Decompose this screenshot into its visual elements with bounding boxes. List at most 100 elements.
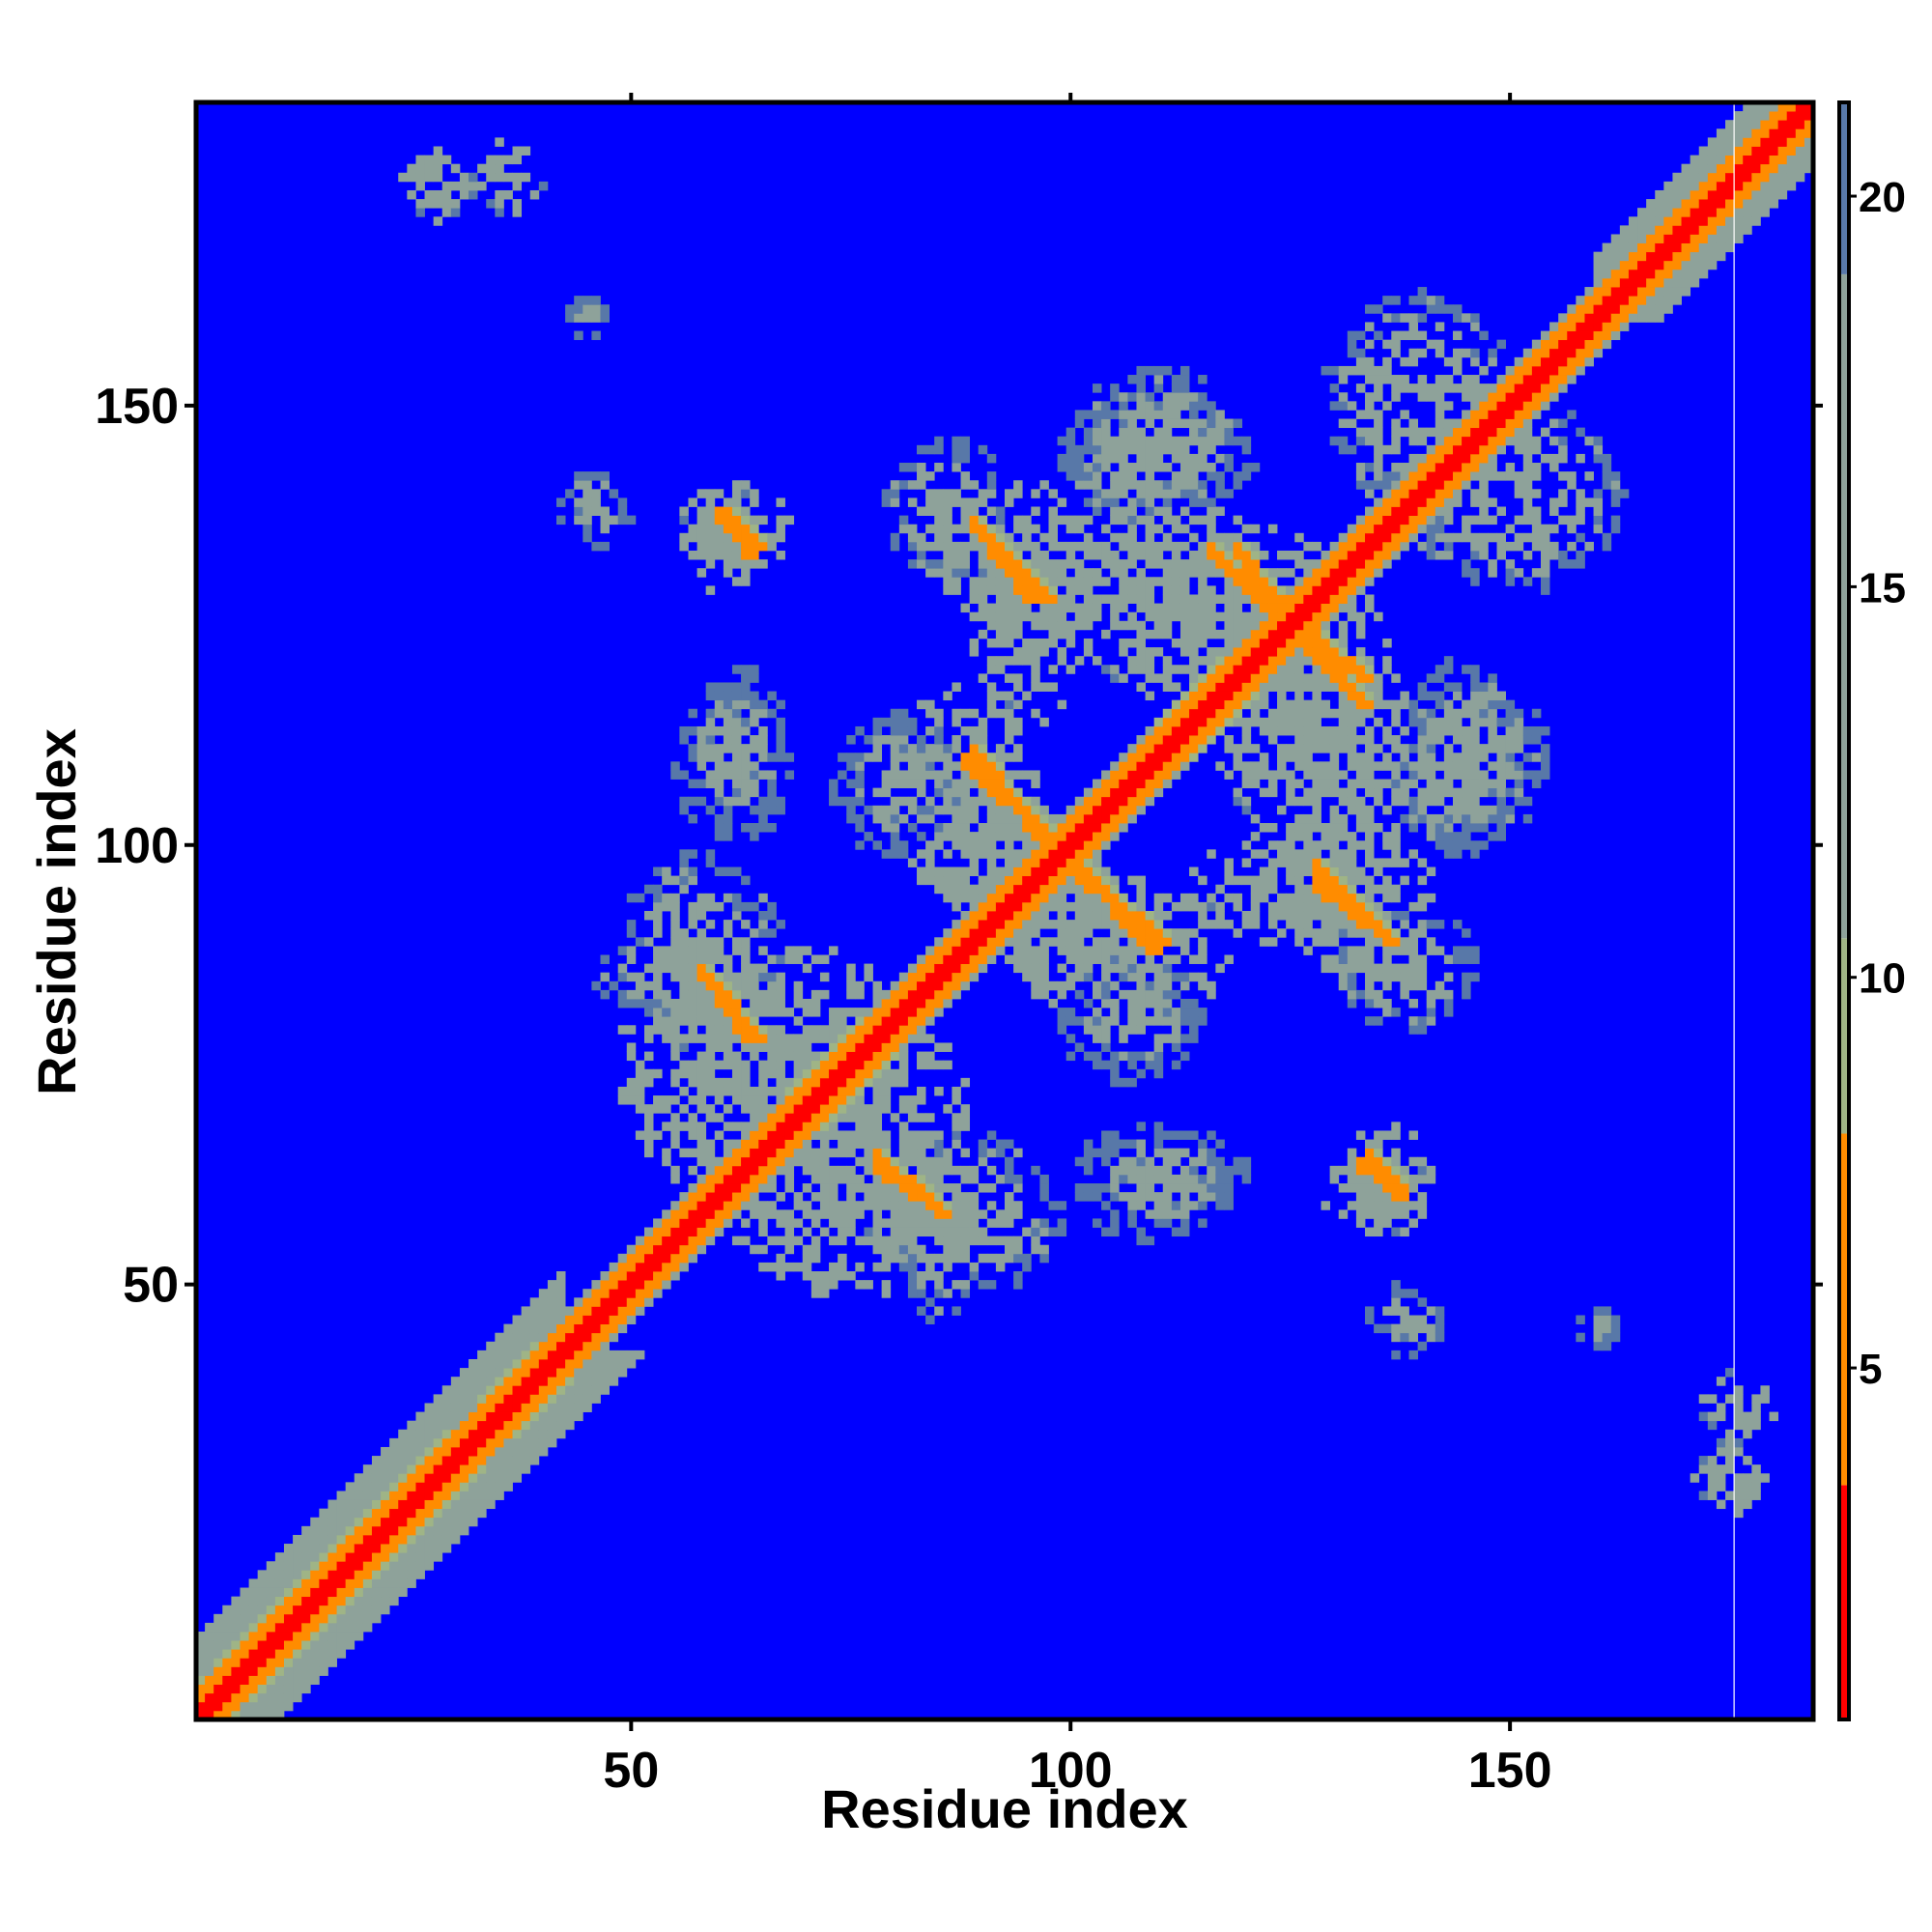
heatmap-cell	[1329, 673, 1340, 683]
heatmap-cell	[872, 735, 883, 745]
heatmap-cell	[723, 1122, 733, 1131]
heatmap-cell	[1101, 1201, 1111, 1210]
heatmap-cell	[301, 1666, 311, 1676]
heatmap-cell	[793, 1104, 804, 1114]
heatmap-cell	[750, 550, 759, 560]
heatmap-cell	[617, 1358, 628, 1369]
heatmap-cell	[1153, 463, 1164, 472]
heatmap-cell	[635, 1236, 645, 1246]
heatmap-cell	[750, 497, 759, 507]
heatmap-cell	[943, 770, 952, 780]
heatmap-cell	[872, 1201, 883, 1210]
heatmap-cell	[1215, 665, 1225, 674]
heatmap-cell	[1065, 444, 1076, 455]
heatmap-cell	[995, 893, 1006, 903]
heatmap-cell	[1005, 691, 1014, 701]
heatmap-cell	[1347, 911, 1357, 921]
heatmap-cell	[486, 1456, 496, 1465]
heatmap-cell	[978, 1236, 988, 1246]
heatmap-cell	[810, 1051, 821, 1062]
heatmap-cell	[362, 1517, 373, 1527]
heatmap-cell	[415, 1482, 425, 1492]
heatmap-cell	[310, 1587, 320, 1598]
heatmap-cell	[864, 1201, 873, 1210]
heatmap-cell	[917, 541, 926, 552]
heatmap-cell	[1215, 647, 1225, 657]
heatmap-cell	[705, 515, 716, 526]
heatmap-cell	[881, 1236, 892, 1246]
heatmap-cell	[240, 1605, 249, 1615]
heatmap-cell	[617, 1289, 628, 1298]
heatmap-cell	[1119, 823, 1128, 833]
heatmap-cell	[1057, 963, 1067, 974]
heatmap-cell	[1171, 717, 1181, 727]
heatmap-cell	[1198, 673, 1208, 683]
heatmap-cell	[1391, 1297, 1401, 1307]
heatmap-cell	[1294, 611, 1304, 622]
heatmap-cell	[758, 1174, 768, 1184]
heatmap-cell	[591, 1280, 601, 1290]
heatmap-cell	[872, 1139, 883, 1150]
heatmap-cell	[1224, 1165, 1234, 1176]
heatmap-cell	[529, 1315, 540, 1324]
heatmap-cell	[1382, 550, 1392, 560]
heatmap-cell	[1110, 1051, 1120, 1062]
heatmap-cell	[1321, 884, 1331, 895]
heatmap-cell	[881, 1034, 892, 1043]
heatmap-cell	[1294, 673, 1304, 683]
heatmap-cell	[310, 1596, 320, 1606]
heatmap-cell	[1031, 989, 1040, 1000]
heatmap-cell	[626, 972, 637, 982]
heatmap-cell	[354, 1578, 364, 1588]
heatmap-cell	[1057, 858, 1067, 867]
heatmap-cell	[767, 753, 777, 762]
heatmap-cell	[705, 1025, 716, 1035]
heatmap-cell	[441, 1403, 452, 1412]
heatmap-cell	[415, 1517, 425, 1527]
heatmap-cell	[750, 717, 759, 727]
heatmap-cell	[1374, 1156, 1383, 1167]
heatmap-cell	[1189, 463, 1199, 472]
heatmap-cell	[1250, 524, 1261, 534]
heatmap-cell	[925, 1008, 935, 1017]
heatmap-cell	[1083, 541, 1094, 552]
heatmap-cell	[354, 1552, 364, 1562]
heatmap-cell	[257, 1622, 268, 1633]
heatmap-cell	[819, 1077, 830, 1088]
heatmap-cell	[943, 506, 952, 516]
heatmap-cell	[934, 779, 944, 789]
heatmap-cell	[274, 1675, 285, 1686]
heatmap-cell	[1136, 489, 1146, 498]
heatmap-cell	[600, 471, 610, 481]
heatmap-cell	[371, 1491, 382, 1500]
heatmap-cell	[1092, 884, 1102, 895]
heatmap-cell	[810, 1289, 821, 1298]
heatmap-cell	[802, 1042, 812, 1052]
heatmap-cell	[1374, 937, 1383, 947]
heatmap-cell	[1171, 603, 1181, 613]
heatmap-cell	[1136, 620, 1146, 631]
heatmap-cell	[986, 1201, 997, 1210]
heatmap-cell	[1347, 779, 1357, 789]
heatmap-cell	[1198, 1156, 1208, 1167]
heatmap-cell	[1110, 559, 1120, 569]
heatmap-cell	[538, 1429, 549, 1439]
heatmap-cell	[1065, 867, 1076, 877]
heatmap-cell	[679, 1008, 689, 1017]
heatmap-cell	[1110, 770, 1120, 780]
heatmap-cell	[829, 1209, 838, 1219]
heatmap-cell	[925, 1156, 935, 1167]
heatmap-cell	[1329, 911, 1340, 921]
heatmap-cell	[829, 1236, 838, 1246]
heatmap-cell	[1321, 867, 1331, 877]
heatmap-cell	[486, 1358, 496, 1369]
heatmap-cell	[1065, 577, 1076, 586]
heatmap-cell	[529, 1297, 540, 1307]
heatmap-cell	[1286, 638, 1295, 648]
heatmap-cell	[1013, 568, 1023, 578]
heatmap-cell	[723, 1148, 733, 1158]
heatmap-cell	[1101, 550, 1111, 560]
heatmap-cell	[574, 1306, 583, 1316]
heatmap-cell	[917, 1201, 926, 1210]
heatmap-cell	[767, 1122, 777, 1131]
